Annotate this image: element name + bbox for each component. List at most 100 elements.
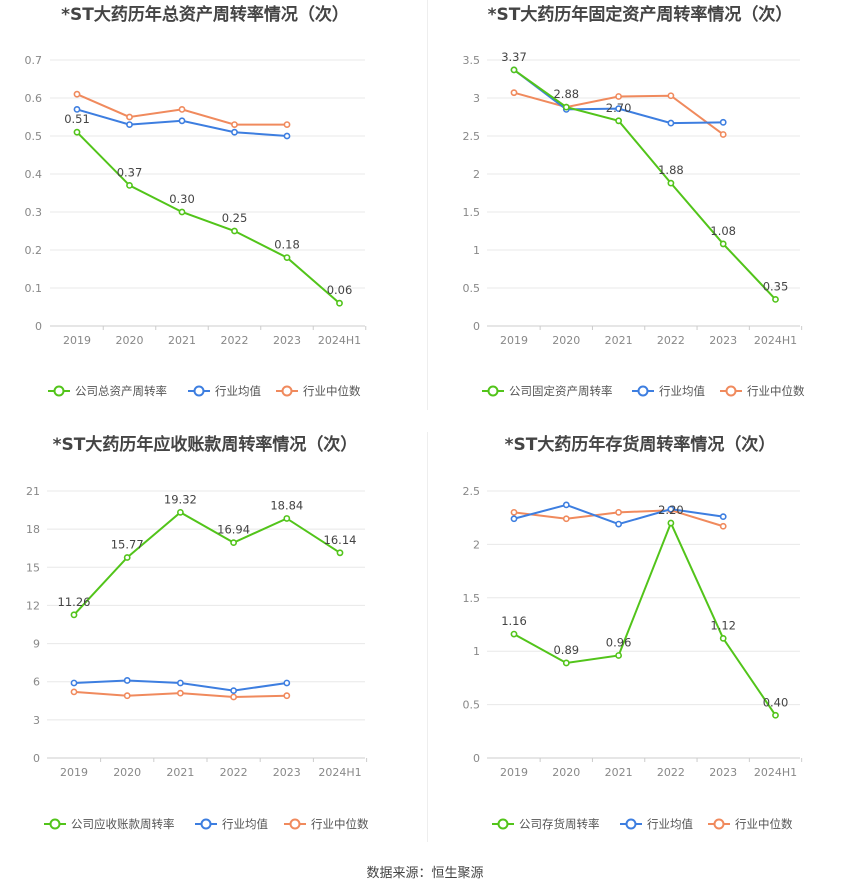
data-label: 3.37	[501, 50, 527, 64]
data-point-company	[176, 508, 184, 516]
data-label: 0.40	[763, 695, 789, 709]
x-tick-label: 2023	[709, 334, 737, 347]
data-point-industry_median	[719, 522, 727, 530]
data-label: 1.08	[710, 224, 736, 238]
x-tick-label: 2019	[63, 334, 91, 347]
legend-label-company: 公司固定资产周转率	[509, 384, 613, 398]
data-label: 1.88	[658, 163, 684, 177]
x-tick-label: 2024H1	[318, 334, 361, 347]
data-point-company	[283, 254, 291, 261]
x-tick-label: 2022	[220, 766, 248, 779]
series-line-company	[513, 520, 777, 716]
y-tick-label: 0	[35, 320, 42, 333]
chart-panel-3: *ST大药历年应收账款周转率情况（次） 0 3 6 9 12 15 18 21 2019 2020 2…	[26, 434, 369, 831]
data-label: 0.18	[274, 238, 300, 252]
x-tick-label: 2021	[166, 766, 194, 779]
legend-label-company: 公司存货周转率	[519, 817, 600, 831]
legend-marker-industry_avg	[193, 385, 205, 397]
chart-title: *ST大药历年应收账款周转率情况（次）	[53, 434, 358, 455]
data-label: 0.37	[117, 165, 143, 179]
panel-divider-top	[427, 0, 428, 410]
y-tick-label: 0.2	[25, 244, 43, 257]
panel-divider-bottom	[427, 432, 428, 842]
series-line-company	[76, 131, 341, 304]
data-point-industry_avg	[73, 106, 81, 113]
y-tick-label: 1	[473, 645, 480, 658]
legend-label-industry_median: 行业中位数	[735, 817, 793, 831]
legend-marker-company	[487, 385, 499, 397]
y-tick-label: 0	[473, 752, 480, 765]
series-line-company	[513, 69, 777, 301]
data-label: 16.94	[217, 523, 250, 537]
y-tick-label: 1.5	[463, 592, 481, 605]
y-tick-label: 2.5	[463, 130, 481, 143]
data-point-industry_avg	[70, 679, 78, 687]
y-tick-label: 3	[473, 92, 480, 105]
data-point-company	[510, 66, 518, 74]
data-label: 2.88	[553, 87, 579, 101]
y-tick-label: 0.5	[25, 130, 43, 143]
data-point-industry_avg	[719, 118, 727, 126]
data-point-industry_median	[231, 121, 238, 128]
y-tick-label: 3.5	[463, 54, 481, 67]
x-tick-label: 2019	[500, 334, 528, 347]
legend-marker-company	[53, 385, 65, 397]
x-tick-label: 2021	[605, 334, 633, 347]
y-tick-label: 0	[33, 752, 40, 765]
data-label: 16.14	[324, 533, 357, 547]
data-label: 0.25	[222, 211, 248, 225]
legend-marker-industry_avg	[637, 385, 649, 397]
x-tick-label: 2022	[221, 334, 249, 347]
chart-panel-2: *ST大药历年固定资产周转率情况（次） 0 0.5 1 1.5 2 2.5 3 3.5 2019 2…	[463, 4, 805, 398]
data-point-company	[178, 208, 186, 216]
x-tick-label: 2024H1	[754, 334, 797, 347]
legend-marker-industry_median	[725, 385, 737, 397]
y-tick-label: 0	[473, 320, 480, 333]
legend-label-company: 公司应收账款周转率	[71, 817, 175, 831]
y-tick-label: 1.5	[463, 206, 481, 219]
x-tick-label: 2020	[552, 766, 580, 779]
chart-panel-1: *ST大药历年总资产周转率情况（次） 0 0.1 0.2 0.3 0.4 0.5 0.6 0.7…	[25, 4, 367, 398]
x-tick-label: 2019	[60, 766, 88, 779]
data-point-industry_avg	[719, 513, 727, 521]
data-point-company	[510, 630, 518, 638]
data-point-company	[772, 295, 779, 303]
x-tick-label: 2023	[273, 334, 301, 347]
data-label: 2.70	[606, 101, 632, 115]
y-tick-label: 18	[26, 523, 40, 536]
data-point-industry_median	[562, 515, 570, 523]
data-label: 0.89	[553, 643, 579, 657]
data-point-industry_avg	[231, 128, 238, 136]
legend-label-industry_avg: 行业均值	[215, 384, 261, 398]
legend-marker-industry_avg	[200, 818, 212, 830]
x-tick-label: 2024H1	[318, 766, 361, 779]
data-point-industry_median	[615, 93, 622, 100]
data-point-industry_avg	[123, 677, 131, 684]
x-tick-label: 2020	[113, 766, 141, 779]
data-point-company	[667, 519, 675, 527]
data-label: 15.77	[111, 537, 144, 551]
y-tick-label: 6	[33, 676, 40, 689]
chart-title: *ST大药历年存货周转率情况（次）	[505, 434, 776, 455]
data-label: 0.96	[606, 635, 632, 649]
x-tick-label: 2023	[273, 766, 301, 779]
legend-marker-industry_median	[281, 385, 293, 397]
y-tick-label: 0.5	[463, 699, 481, 712]
y-tick-label: 0.7	[25, 54, 43, 67]
legend-label-industry_avg: 行业均值	[659, 384, 705, 398]
data-label: 11.26	[58, 595, 91, 609]
data-point-industry_median	[123, 692, 131, 700]
x-tick-label: 2021	[605, 766, 633, 779]
y-tick-label: 1	[473, 244, 480, 257]
data-point-industry_median	[70, 688, 78, 696]
data-point-industry_avg	[562, 501, 570, 509]
data-point-company	[73, 128, 81, 136]
x-tick-label: 2019	[500, 766, 528, 779]
x-tick-label: 2020	[116, 334, 144, 347]
data-point-industry_median	[178, 106, 186, 113]
chart-title: *ST大药历年固定资产周转率情况（次）	[488, 4, 793, 25]
data-point-industry_median	[283, 121, 291, 128]
data-label: 1.16	[501, 614, 527, 628]
y-tick-label: 0.1	[25, 282, 43, 295]
data-point-industry_avg	[126, 121, 133, 128]
